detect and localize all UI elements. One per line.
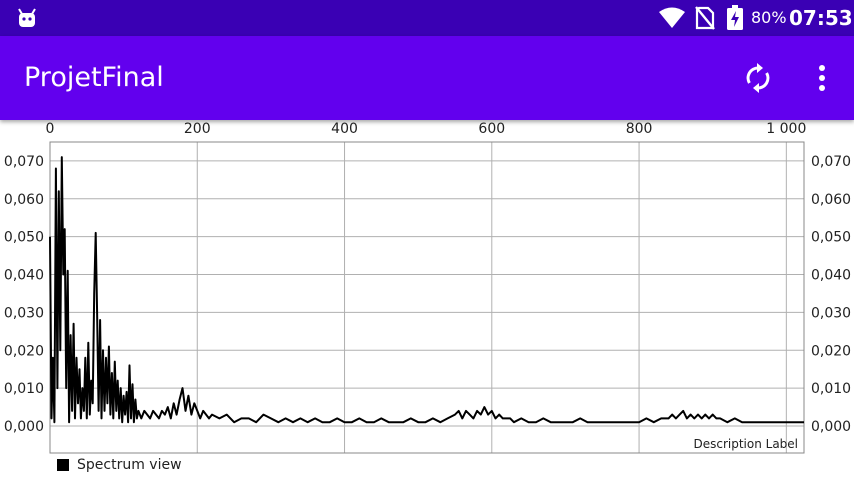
- x-axis-top: 0 200 400 600 800 1 000: [46, 121, 807, 137]
- legend-swatch: [57, 459, 69, 471]
- chart-description: Description Label: [693, 437, 798, 451]
- y-tick-label-left: 0,050: [4, 230, 44, 246]
- grid: [50, 142, 804, 453]
- y-tick-label-left: 0,020: [4, 343, 44, 359]
- y-tick-label-right: 0,000: [811, 419, 851, 435]
- x-tick-label: 600: [478, 121, 505, 137]
- y-tick-label-right: 0,020: [811, 343, 851, 359]
- y-axis-right: 0,000 0,010 0,020 0,030 0,040 0,050 0,060 0,070: [811, 154, 851, 435]
- y-tick-label-left: 0,070: [4, 154, 44, 170]
- y-tick-label-right: 0,060: [811, 192, 851, 208]
- app-title: ProjetFinal: [24, 62, 164, 93]
- overflow-menu-icon[interactable]: [808, 60, 836, 96]
- y-tick-label-right: 0,050: [811, 230, 851, 246]
- series-line-spectrum-view: [49, 156, 804, 424]
- y-tick-label-right: 0,040: [811, 268, 851, 284]
- y-tick-label-left: 0,030: [4, 305, 44, 321]
- y-tick-label-left: 0,040: [4, 268, 44, 284]
- x-tick-label: 0: [46, 121, 55, 137]
- app-bar: ProjetFinal: [0, 36, 854, 120]
- no-sim-icon: [695, 6, 715, 30]
- battery-charging-icon: [727, 5, 743, 30]
- x-tick-label: 400: [331, 121, 358, 137]
- wifi-icon: [659, 7, 685, 28]
- y-tick-label-left: 0,010: [4, 381, 44, 397]
- y-tick-label-right: 0,070: [811, 154, 851, 170]
- x-tick-label: 1 000: [766, 121, 806, 137]
- y-tick-label-right: 0,010: [811, 381, 851, 397]
- y-axis-left: 0,000 0,010 0,020 0,030 0,040 0,050 0,060 0,070: [4, 154, 44, 435]
- plot-border: [49, 141, 805, 454]
- legend-label: Spectrum view: [77, 457, 182, 473]
- x-tick-label: 200: [184, 121, 211, 137]
- y-tick-label-right: 0,030: [811, 305, 851, 321]
- battery-percent: 80%: [751, 8, 787, 27]
- android-icon: [18, 8, 36, 27]
- y-tick-label-left: 0,060: [4, 192, 44, 208]
- status-bar: 80% 07:53: [0, 0, 854, 36]
- refresh-icon[interactable]: [740, 60, 776, 96]
- clock: 07:53: [789, 6, 853, 30]
- spectrum-chart[interactable]: 0 200 400 600 800 1 000 0,000 0,010 0,020 0,030 0…: [0, 120, 854, 480]
- y-tick-label-left: 0,000: [4, 419, 44, 435]
- x-tick-label: 800: [626, 121, 653, 137]
- chart-canvas: 0 200 400 600 800 1 000 0,0000,0100,0200,0300…: [4, 121, 851, 454]
